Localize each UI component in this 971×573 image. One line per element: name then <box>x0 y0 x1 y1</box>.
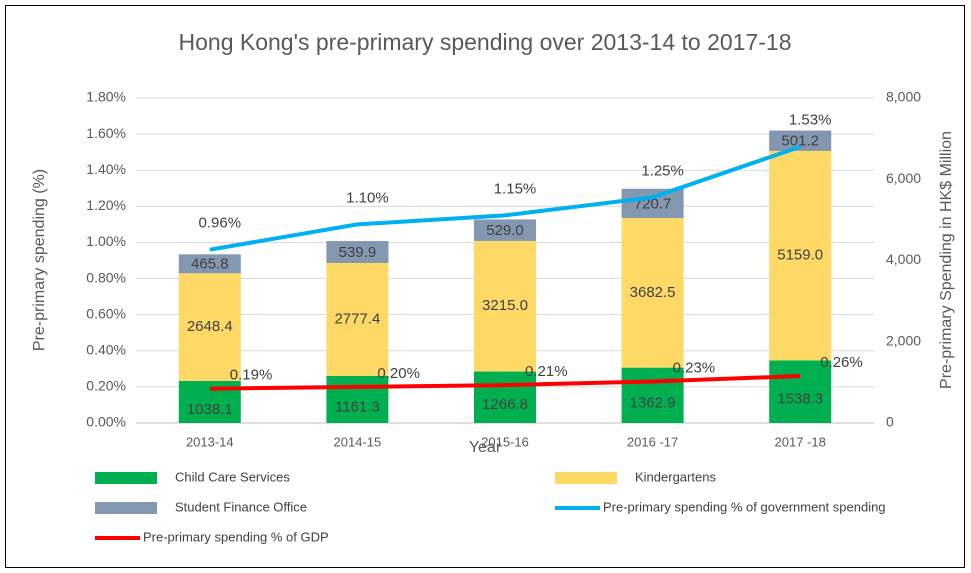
y-tick-label: 0.00% <box>86 414 126 430</box>
data-label: 1538.3 <box>777 391 823 408</box>
y-tick-label: 1.00% <box>86 233 126 249</box>
y-tick-label: 0.80% <box>86 269 126 285</box>
data-label: 501.2 <box>781 133 819 150</box>
data-label: 1038.1 <box>187 401 233 418</box>
data-label: 2777.4 <box>334 310 380 327</box>
legend-swatch <box>555 472 617 484</box>
data-label: 1.25% <box>641 162 684 179</box>
bar <box>769 130 832 151</box>
bar <box>621 188 684 219</box>
legend-label: Pre-primary spending % of government spe… <box>603 499 886 514</box>
data-label: 0.96% <box>199 215 242 232</box>
bar <box>769 150 832 361</box>
bar <box>769 360 832 423</box>
y2-tick-label: 2,000 <box>886 332 921 348</box>
y-axis-title: Pre-primary spending (%) <box>31 169 48 351</box>
data-label: 1.15% <box>494 180 537 197</box>
data-label: 529.0 <box>486 222 524 239</box>
data-label: 0.26% <box>820 354 863 371</box>
data-label: 0.19% <box>230 367 273 384</box>
y-tick-label: 1.40% <box>86 161 126 177</box>
x-axis-title: Year <box>469 439 502 456</box>
data-label: 3215.0 <box>482 297 528 314</box>
x-tick-label: 2017 -18 <box>775 434 826 449</box>
y2-tick-label: 0 <box>886 414 894 430</box>
legend-label: Kindergartens <box>635 469 716 484</box>
bar <box>474 240 536 372</box>
data-label: 1161.3 <box>335 398 380 415</box>
y-tick-label: 1.80% <box>86 89 126 105</box>
bar <box>621 218 684 368</box>
data-label: 1362.9 <box>630 394 676 411</box>
y-tick-label: 0.60% <box>86 305 126 321</box>
legend-swatch <box>95 472 157 484</box>
y-tick-label: 0.40% <box>86 341 126 357</box>
bar <box>326 241 389 263</box>
bar <box>178 254 241 274</box>
legend-label: Pre-primary spending % of GDP <box>143 529 329 544</box>
data-label: 2648.4 <box>187 318 233 335</box>
legend-swatch <box>95 502 157 514</box>
data-label: 465.8 <box>191 256 229 273</box>
bar <box>326 375 389 423</box>
legend-label: Student Finance Office <box>175 499 307 514</box>
chart-title: Hong Kong's pre-primary spending over 20… <box>179 29 792 55</box>
y2-tick-label: 8,000 <box>886 89 921 105</box>
x-tick-label: 2015-16 <box>481 434 529 449</box>
y-tick-label: 0.20% <box>86 378 126 394</box>
y-tick-label: 1.60% <box>86 125 126 141</box>
line-series <box>209 144 801 252</box>
y2-tick-label: 4,000 <box>886 251 921 267</box>
bar <box>474 371 536 423</box>
line-series <box>209 374 801 391</box>
data-label: 1.10% <box>346 189 389 206</box>
data-label: 1.53% <box>789 112 832 129</box>
data-label: 1266.8 <box>482 396 528 413</box>
data-label: 3682.5 <box>630 284 676 301</box>
data-label: 0.20% <box>377 365 420 382</box>
x-tick-label: 2014-15 <box>334 434 382 449</box>
data-label: 0.23% <box>673 359 716 376</box>
bar <box>178 273 241 381</box>
y-tick-label: 1.20% <box>86 197 126 213</box>
y2-axis-title: Pre-primary Spending in HK$ Million <box>938 131 955 389</box>
bar <box>474 219 536 241</box>
x-tick-label: 2016 -17 <box>627 434 678 449</box>
data-label: 5159.0 <box>777 247 823 264</box>
bar <box>326 262 389 376</box>
y2-tick-label: 6,000 <box>886 170 921 186</box>
data-label: 539.9 <box>339 244 377 261</box>
data-label: 0.21% <box>525 363 568 380</box>
bar <box>621 367 684 423</box>
x-tick-label: 2013-14 <box>186 434 234 449</box>
legend-label: Child Care Services <box>175 469 290 484</box>
